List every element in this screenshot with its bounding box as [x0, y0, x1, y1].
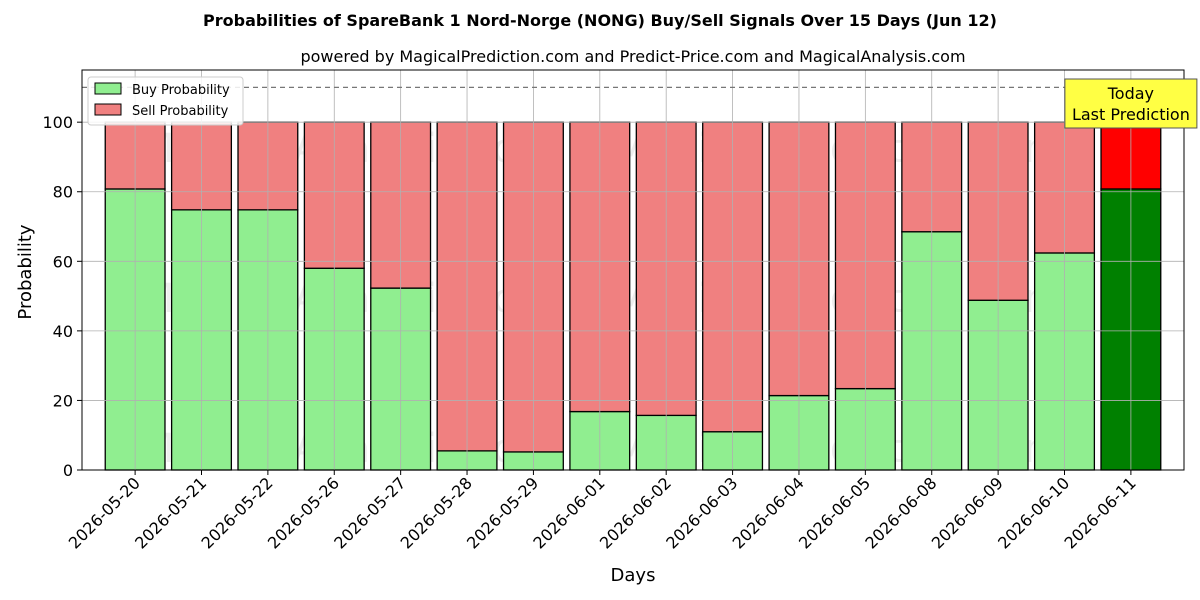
today-box — [1064, 78, 1198, 129]
legend: Buy Probability Sell Probability — [87, 76, 244, 126]
y-tick-label: 0 — [63, 461, 73, 480]
legend-box — [87, 76, 244, 126]
plot-frame — [81, 69, 1185, 471]
chart-subtitle: powered by MagicalPrediction.com and Pre… — [300, 47, 965, 66]
chart-title: Probabilities of SpareBank 1 Nord-Norge … — [203, 11, 997, 30]
y-tick-label: 40 — [53, 322, 73, 341]
y-tick-label: 100 — [42, 113, 73, 132]
y-tick-label: 60 — [53, 252, 73, 271]
plot-area: MagicalAnalysis.comMagicalPrediction.com… — [42, 69, 1198, 553]
y-tick-label: 80 — [53, 183, 73, 202]
y-axis-label: Probability — [15, 224, 36, 319]
today-label: Today — [1107, 84, 1154, 103]
legend-swatch-sell — [94, 103, 122, 116]
today-annotation: Today Last Prediction — [1064, 78, 1198, 129]
legend-label-sell: Sell Probability — [132, 104, 229, 119]
last-prediction-label: Last Prediction — [1072, 105, 1190, 124]
x-tick-label: 2026-06-11 — [1061, 473, 1140, 552]
legend-label-buy: Buy Probability — [132, 83, 230, 98]
legend-swatch-buy — [94, 82, 122, 95]
y-tick-label: 20 — [53, 391, 73, 410]
x-axis-label: Days — [611, 565, 656, 586]
